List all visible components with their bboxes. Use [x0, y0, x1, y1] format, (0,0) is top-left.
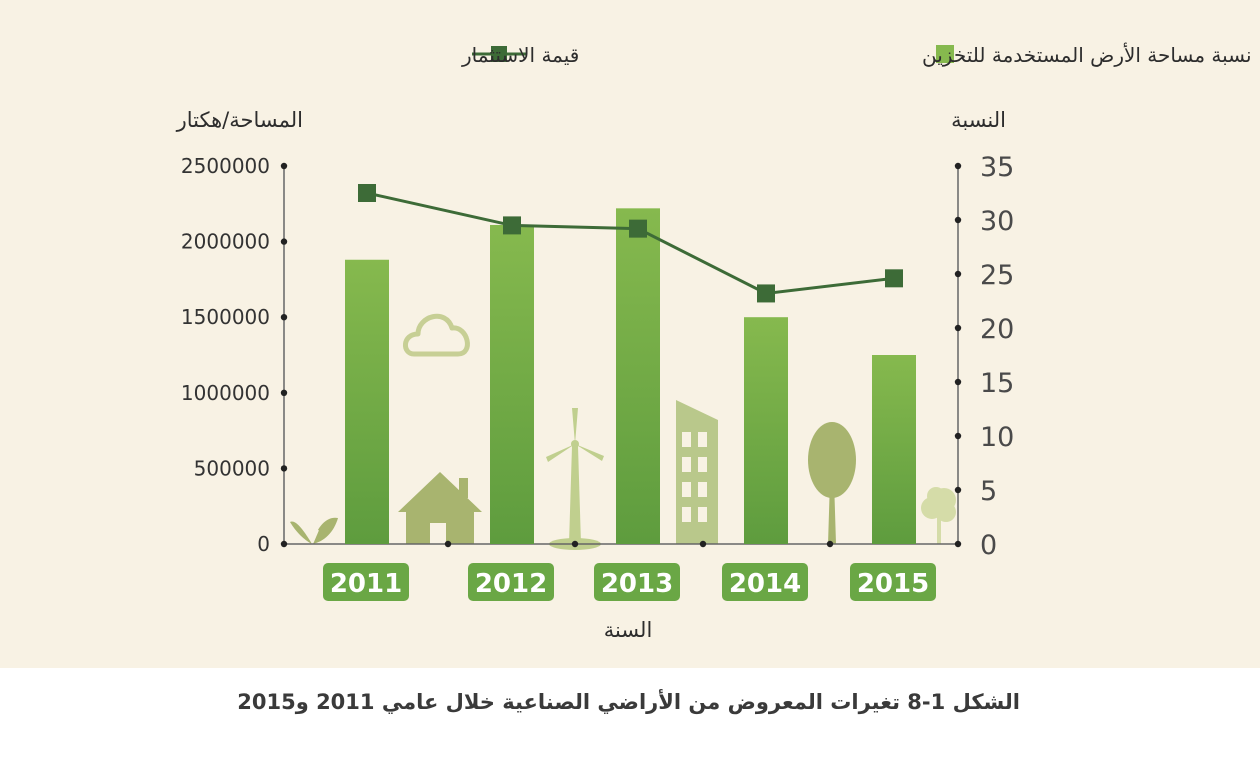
x-tick-dot: [444, 540, 452, 548]
building-icon: [676, 400, 718, 544]
year-badge-2012: [468, 563, 554, 601]
x-tick-dot: [571, 540, 579, 548]
x-tick-label: 2012: [475, 569, 547, 599]
legend-bar-label: نسبة مساحة الأرض المستخدمة للتخزين: [922, 43, 1252, 67]
wind-turbine-icon: [546, 408, 604, 550]
cloud-icon: [403, 313, 470, 357]
left-tick-label: 0: [257, 532, 270, 556]
x-tick-dot: [826, 540, 834, 548]
chart-panel: 0 500000 1000000 1500000 2000000 2500000 0 5 10…: [0, 0, 1260, 668]
right-tick-label: 15: [980, 368, 1014, 399]
line-marker-2012: [503, 216, 521, 235]
x-tick-label: 2011: [330, 569, 402, 599]
legend-bar-swatch: [936, 45, 954, 63]
chart: 0 500000 1000000 1500000 2000000 2500000 0 5 10…: [176, 43, 1252, 642]
year-badge-2011: [323, 563, 409, 601]
line-marker-2014: [757, 284, 775, 303]
left-tick-dot: [280, 162, 288, 170]
tree-icon: [808, 422, 856, 544]
left-tick-label: 2500000: [181, 154, 270, 178]
right-tick-dot: [954, 432, 962, 440]
bar-2011: [345, 259, 389, 544]
sprout-icon: [290, 517, 338, 545]
line-marker-2015: [885, 269, 903, 288]
right-tick-label: 35: [980, 152, 1014, 183]
left-tick-label: 1500000: [181, 305, 270, 329]
right-tick-dot: [954, 162, 962, 170]
small-tree-icon: [921, 487, 956, 544]
right-tick-dot: [954, 486, 962, 494]
house-icon: [398, 472, 482, 544]
left-tick-dot: [280, 465, 288, 472]
right-tick-dot: [954, 270, 962, 278]
bar-2014: [744, 317, 788, 544]
x-tick-dot: [699, 540, 707, 548]
right-tick-label: 5: [980, 476, 997, 507]
right-tick-label: 0: [980, 530, 997, 561]
figure-caption: الشكل 1-8 تغيرات المعروض من الأراضي الصن…: [237, 690, 1020, 714]
left-tick-label: 2000000: [181, 230, 270, 254]
line-marker-2011: [358, 184, 376, 202]
year-badge-2015: [850, 563, 936, 601]
x-axis-title: السنة: [604, 618, 653, 642]
left-tick-dot: [280, 314, 288, 321]
bar-2013: [616, 208, 660, 544]
year-badge-2014: [722, 563, 808, 601]
right-tick-label: 20: [980, 314, 1014, 345]
legend-line-label: قيمة الاستثمار: [461, 43, 579, 67]
bar-2015: [872, 355, 916, 544]
year-badge-2013: [594, 563, 680, 601]
left-tick-label: 1000000: [181, 381, 270, 405]
right-tick-dot: [954, 216, 962, 224]
legend-line-marker: [491, 46, 507, 62]
right-tick-dot: [954, 540, 962, 548]
right-tick-dot: [954, 378, 962, 386]
x-tick-label: 2013: [601, 569, 673, 599]
right-tick-label: 25: [980, 260, 1014, 291]
left-tick-dot: [280, 540, 288, 548]
left-tick-dot: [280, 389, 288, 396]
x-tick-label: 2015: [857, 569, 929, 599]
left-axis-title: المساحة/هكتار: [176, 108, 303, 132]
legend: نسبة مساحة الأرض المستخدمة للتخزين قيمة …: [461, 43, 1252, 67]
bar-2012: [490, 224, 534, 544]
right-tick-label: 30: [980, 206, 1014, 237]
right-tick-label: 10: [980, 422, 1014, 453]
left-tick-dot: [280, 238, 288, 245]
right-tick-dot: [954, 324, 962, 332]
left-tick-label: 500000: [194, 456, 270, 480]
right-axis-title: النسبة: [951, 108, 1006, 132]
line-marker-2013: [629, 219, 647, 238]
x-tick-label: 2014: [729, 569, 801, 599]
